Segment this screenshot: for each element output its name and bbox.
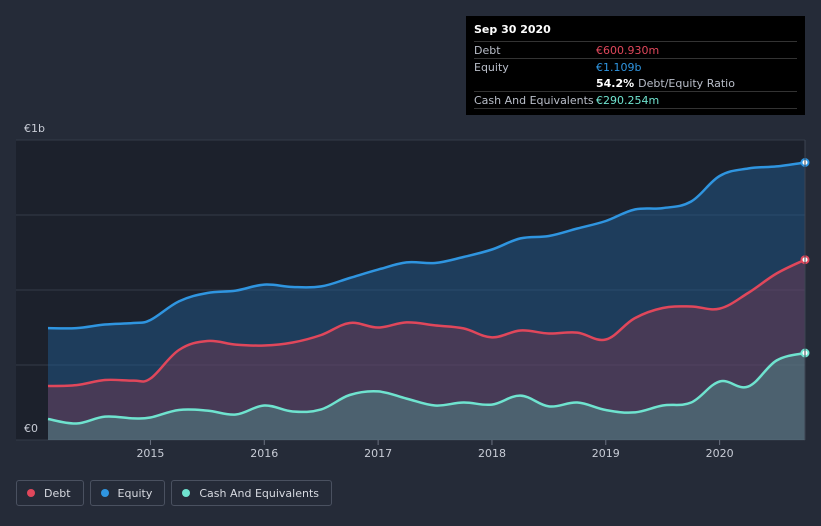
equity-area (48, 162, 805, 440)
x-tick-label: 2017 (364, 447, 392, 460)
tooltip-equity-label: Equity (474, 60, 509, 74)
legend-item-cash[interactable]: Cash And Equivalents (171, 480, 332, 506)
tooltip-equity-value: €1.109b (596, 60, 642, 74)
axis-layer: €1b €0 2015 2016 2017 2018 2019 2020 (24, 122, 734, 460)
legend-item-equity[interactable]: Equity (89, 480, 166, 506)
tooltip-cash-label: Cash And Equivalents (474, 93, 594, 107)
equity-dot-icon (100, 489, 109, 497)
x-tick-label: 2015 (136, 447, 164, 460)
y-axis-top-label: €1b (24, 122, 45, 135)
x-tick-label: 2016 (250, 447, 278, 460)
legend-cash-label: Cash And Equivalents (199, 486, 319, 500)
marker-layer (800, 140, 810, 440)
cash-and-equivalents-area (48, 353, 805, 440)
grid-layer (16, 139, 805, 441)
tooltip-equity-row: Equity €1.109b (474, 58, 797, 75)
tooltip-date: Sep 30 2020 (474, 23, 551, 36)
tooltip-debt-value: €600.930m (596, 43, 660, 57)
y-axis-bottom-label: €0 (24, 422, 38, 435)
debt-line (47, 258, 806, 388)
debt-dot-icon (27, 489, 35, 497)
tooltip-debt-label: Debt (474, 43, 501, 57)
legend-debt-label: Debt (44, 486, 71, 500)
tooltip-debt-row: Debt €600.930m (474, 41, 797, 58)
chart-legend: Debt Equity Cash And Equivalents (16, 480, 332, 506)
line-layer (47, 161, 806, 425)
x-tick-label: 2019 (592, 447, 620, 460)
debt-area (48, 259, 805, 440)
cash-and-equivalents-line (47, 351, 806, 425)
cash-dot-icon (182, 489, 191, 497)
area-layer (48, 162, 805, 440)
tooltip-ratio-value: 54.2% (596, 76, 635, 90)
x-tick-label: 2018 (478, 447, 506, 460)
data-tooltip: Sep 30 2020 Debt €600.930m Equity €1.109… (466, 16, 805, 115)
legend-item-debt[interactable]: Debt (16, 480, 84, 506)
tooltip-cash-value: €290.254m (596, 93, 660, 107)
tooltip-cash-row: Cash And Equivalents €290.254m (474, 91, 797, 109)
equity-line (47, 161, 806, 330)
x-tick-label: 2020 (706, 447, 734, 460)
legend-equity-label: Equity (117, 486, 153, 500)
tooltip-ratio-label: Debt/Equity Ratio (638, 76, 735, 90)
tooltip-ratio-row: 54.2% Debt/Equity Ratio (474, 75, 797, 91)
